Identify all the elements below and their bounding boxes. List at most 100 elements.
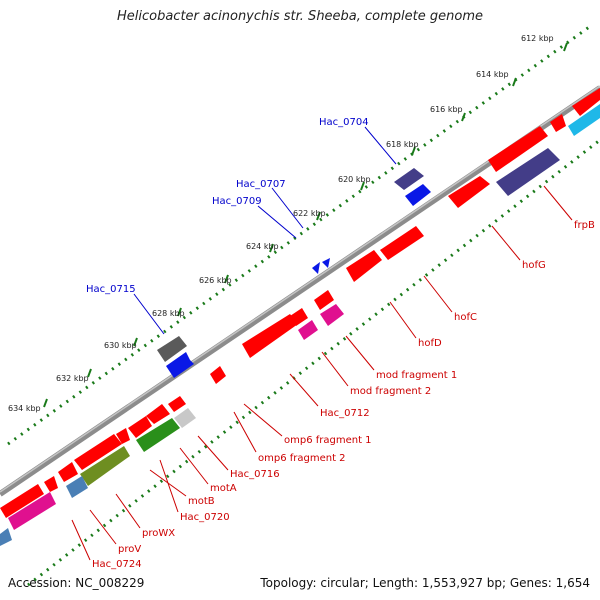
gene-hac-0724-d[interactable] — [0, 528, 12, 546]
genome-summary-text: Topology: circular; Length: 1,553,927 bp… — [260, 576, 590, 590]
gene-hofg[interactable] — [448, 176, 490, 208]
kbp-tick-label: 612 kbp — [521, 34, 554, 43]
gene-label-hofc: hofC — [454, 312, 477, 323]
gene-mod-fragment-2[interactable] — [320, 304, 344, 326]
kbp-tick-label: 618 kbp — [386, 140, 419, 149]
callout-line — [179, 447, 209, 485]
gene-label-mota: motA — [210, 483, 237, 494]
accession-text: Accession: NC_008229 — [8, 576, 145, 590]
gene-label-hofd: hofD — [418, 338, 442, 349]
gene-prov-c[interactable] — [58, 462, 78, 482]
callout-line — [543, 185, 573, 221]
kbp-tick-label: 616 kbp — [430, 105, 463, 114]
gene-label-hac-0720: Hac_0720 — [180, 512, 230, 523]
kbp-tick-label: 632 kbp — [56, 374, 89, 383]
gene-label-frpb: frpB — [574, 220, 595, 231]
gene-prowx[interactable] — [80, 446, 130, 486]
gene-label-hac-0715: Hac_0715 — [86, 284, 136, 295]
callout-line — [71, 519, 91, 561]
major-tick — [316, 211, 321, 221]
callout-line — [289, 373, 319, 407]
gene-hac-0709[interactable] — [322, 258, 330, 268]
gene-label-hac-0707: Hac_0707 — [236, 179, 286, 190]
inner-tick-track — [27, 138, 600, 587]
kbp-tick-label: 620 kbp — [338, 175, 371, 184]
callout-line — [423, 275, 453, 313]
gene-hac-0712[interactable] — [242, 314, 298, 358]
gene-hac-0705[interactable] — [405, 184, 431, 206]
gene-hac-0724[interactable] — [8, 492, 56, 530]
gene-frpb[interactable] — [496, 148, 560, 196]
gene-mod-fragment-1[interactable] — [314, 290, 334, 310]
gene-mota[interactable] — [174, 408, 196, 428]
major-tick — [461, 112, 466, 122]
gene-label-hac-0724: Hac_0724 — [92, 559, 142, 570]
kbp-tick-label: 624 kbp — [246, 242, 279, 251]
callout-line — [321, 351, 349, 387]
callout-line — [115, 493, 141, 529]
kbp-tick-label: 614 kbp — [476, 70, 509, 79]
gene-motb[interactable] — [136, 418, 180, 452]
gene-label-mod-fragment-1: mod fragment 1 — [376, 370, 457, 381]
major-tick — [224, 274, 229, 284]
gene-hac-0724-b[interactable] — [0, 484, 44, 518]
callout-line — [149, 469, 187, 497]
kbp-tick-label: 628 kbp — [152, 309, 185, 318]
major-tick — [43, 398, 48, 408]
gene-label-mod-fragment-2: mod fragment 2 — [350, 386, 431, 397]
callout-line — [345, 335, 375, 371]
callout-line — [257, 205, 297, 239]
kbp-tick-label: 622 kbp — [293, 209, 326, 218]
gene-red-a[interactable] — [488, 126, 548, 172]
kbp-tick-label: 634 kbp — [8, 404, 41, 413]
callout-line — [491, 225, 521, 261]
major-tick — [177, 307, 182, 317]
gene-hac-0720-b[interactable] — [128, 416, 152, 438]
gene-prowx-b[interactable] — [66, 476, 88, 498]
gene-label-hac-0712: Hac_0712 — [320, 408, 370, 419]
gene-label-omp6-fragment-2: omp6 fragment 2 — [258, 453, 346, 464]
gene-hac-0724-c[interactable] — [44, 476, 58, 492]
gene-label-omp6-fragment-1: omp6 fragment 1 — [284, 435, 372, 446]
callout-line — [389, 301, 417, 339]
callout-line — [89, 509, 117, 545]
major-tick — [360, 181, 365, 191]
gene-omp6-fragment-2[interactable] — [210, 366, 226, 384]
major-tick — [269, 243, 274, 253]
gene-hofd[interactable] — [346, 250, 382, 282]
callout-line — [159, 459, 179, 513]
gene-hofc[interactable] — [380, 226, 424, 260]
gene-red-b[interactable] — [550, 114, 566, 132]
gene-prov[interactable] — [74, 434, 122, 470]
callout-line — [243, 403, 283, 437]
major-tick — [563, 42, 568, 52]
callout-line — [233, 411, 257, 453]
gene-hac-0707[interactable] — [312, 262, 320, 274]
gene-label-hac-0716: Hac_0716 — [230, 469, 280, 480]
major-tick — [512, 77, 517, 87]
gene-hac-0712-b[interactable] — [290, 308, 308, 326]
gene-label-motb: motB — [188, 496, 215, 507]
gene-red-c[interactable] — [572, 88, 600, 116]
callout-line — [271, 187, 304, 229]
gene-omp6-fragment-1[interactable] — [298, 320, 318, 340]
map-title: Helicobacter acinonychis str. Sheeba, co… — [116, 9, 483, 24]
gene-label-hac-0709: Hac_0709 — [212, 196, 262, 207]
gene-hac-0704[interactable] — [394, 168, 424, 190]
kbp-tick-label: 626 kbp — [199, 276, 232, 285]
gene-prov-b[interactable] — [116, 428, 130, 444]
gene-hac-0715-upper[interactable] — [157, 336, 187, 362]
gene-label-hofg: hofG — [522, 260, 546, 271]
outer-tick-track — [7, 23, 593, 446]
callout-line — [133, 293, 165, 335]
gene-cyan[interactable] — [568, 104, 600, 136]
kbp-tick-label: 630 kbp — [104, 341, 137, 350]
gene-hac-0716[interactable] — [168, 396, 186, 412]
gene-label-prov: proV — [118, 544, 141, 555]
gene-hac-0715-lower[interactable] — [166, 352, 194, 378]
gene-hac-0720[interactable] — [146, 404, 170, 424]
major-tick — [411, 146, 416, 156]
gene-label-prowx: proWX — [142, 528, 175, 539]
major-tick — [133, 337, 138, 347]
